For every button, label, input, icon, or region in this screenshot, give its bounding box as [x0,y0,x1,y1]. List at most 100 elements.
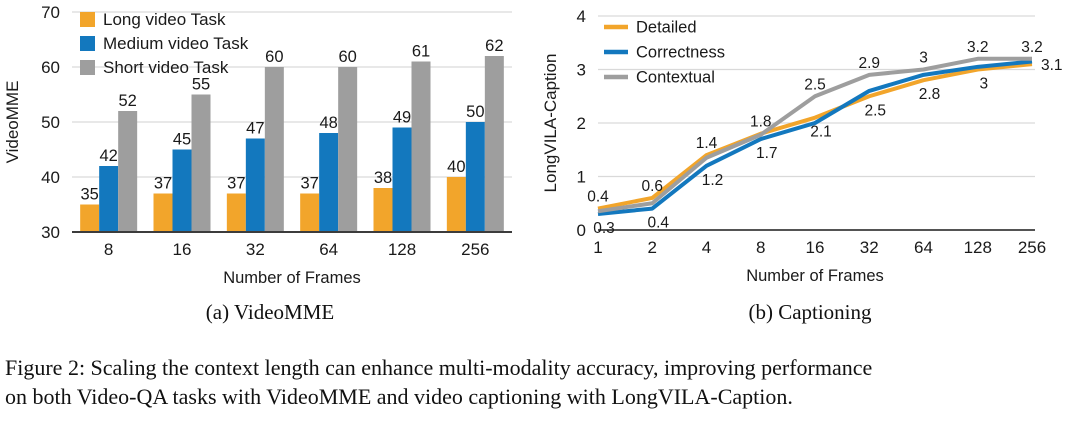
legend-label: Medium video Task [103,34,249,53]
subcaption-captioning: (b) Captioning [748,300,872,324]
bar-value-label: 61 [412,43,430,61]
y-axis-title: VideoMME [3,81,22,164]
bar-blue-32 [245,138,265,232]
bar-value-label: 38 [374,169,392,187]
bar-value-label: 37 [227,175,245,193]
x-tick-label: 64 [914,238,933,257]
bar-value-label: 48 [319,114,337,132]
point-label: 2.8 [919,86,941,103]
legend-label: Detailed [636,19,697,37]
point-label: 1.7 [756,145,778,162]
point-label: 0.4 [587,189,609,206]
point-label: 3.2 [1021,39,1043,56]
panel-captioning: 0.4 0.3 0.6 0.4 1.4 1.2 1.8 1.7 2.5 2.1 2.9 2.5 3 2.8… [540,0,1080,325]
y-tick-label: 1 [577,168,586,187]
point-label: 3 [979,76,988,93]
bar-blue-128 [392,127,412,232]
x-tick-label: 256 [461,240,489,259]
x-tick-label: 8 [104,240,113,259]
bar-value-label: 49 [393,109,411,127]
x-tick-label: 4 [702,238,711,257]
bar-value-label: 55 [192,76,210,94]
bar-value-label: 35 [80,186,98,204]
bar-orange-64 [300,193,320,232]
bar-gray-128 [411,61,431,232]
point-label: 1.4 [696,135,718,152]
x-tick-label: 2 [648,238,657,257]
figure-caption-line1: Figure 2: Scaling the context length can… [5,355,873,380]
bar-orange-256 [446,177,466,232]
bar-value-label: 60 [265,48,283,66]
point-label: 2.9 [858,55,880,72]
point-label: 3 [919,50,928,67]
bar-gray-16 [191,94,211,232]
legend-label: Contextual [636,69,715,87]
point-label: 1.2 [702,172,724,189]
videomme-bar-chart: 35 42 52 8 37 45 55 16 37 47 60 32 37 48 60 64 38 49 61 128… [3,3,512,287]
x-tick-label: 128 [964,238,992,257]
y-axis-title: LongVILA-Caption [541,54,560,193]
figure-caption-line2: on both Video-QA tasks with VideoMME and… [5,384,793,409]
y-tick-label: 4 [577,7,586,26]
x-tick-label: 16 [806,238,825,257]
bar-orange-16 [153,193,173,232]
bar-blue-64 [319,133,339,232]
bar-value-label: 42 [99,147,117,165]
bar-orange-128 [373,188,393,232]
bar-value-label: 45 [173,131,191,149]
point-label: 2.5 [804,76,826,93]
bar-blue-256 [465,122,485,232]
legend-label: Short video Task [103,58,229,77]
point-label: 0.3 [593,220,615,237]
x-tick-label: 32 [860,238,879,257]
point-label: 2.1 [810,124,832,141]
legend-swatch-gray [80,60,95,75]
point-label: 1.8 [750,114,772,131]
figure-caption: Figure 2: Scaling the context length can… [0,353,1080,411]
x-axis-title: Number of Frames [746,267,884,285]
bar-orange-8 [80,204,100,232]
y-tick-label: 2 [577,114,586,133]
point-label: 3.1 [1041,57,1063,74]
captioning-line-chart: 0.4 0.3 0.6 0.4 1.4 1.2 1.8 1.7 2.5 2.1 2.9 2.5 3 2.8… [541,7,1063,285]
x-tick-label: 16 [173,240,192,259]
y-tick-label: 40 [41,168,60,187]
point-label: 3.2 [967,39,989,56]
series-line-contextual [597,56,1032,214]
bar-value-label: 40 [447,158,465,176]
point-label: 0.4 [647,215,669,232]
y-tick-label: 60 [41,58,60,77]
x-tick-label: 8 [756,238,765,257]
bar-value-label: 62 [485,37,503,55]
y-tick-label: 0 [577,221,586,240]
y-tick-label: 3 [577,61,586,80]
y-tick-label: 70 [41,3,60,22]
bar-gray-64 [338,67,358,232]
legend-label: Correctness [636,44,725,62]
charts-row: 35 42 52 8 37 45 55 16 37 47 60 32 37 48 60 64 38 49 61 128… [0,0,1080,325]
series-line-detailed [597,62,1033,211]
bar-value-label: 60 [338,48,356,66]
bar-orange-32 [226,193,246,232]
bar-gray-256 [484,56,504,232]
x-tick-label: 64 [319,240,338,259]
bar-value-label: 52 [118,92,136,110]
x-axis-title: Number of Frames [223,269,361,287]
bar-gray-8 [118,111,138,232]
x-tick-label: 256 [1018,238,1046,257]
point-label: 0.6 [641,178,663,195]
bar-value-label: 47 [246,120,264,138]
bar-value-label: 37 [154,175,172,193]
subcaption-videomme: (a) VideoMME [205,300,335,324]
bar-value-label: 50 [466,103,484,121]
panel-videomme: 35 42 52 8 37 45 55 16 37 47 60 32 37 48 60 64 38 49 61 128… [0,0,540,325]
bar-blue-8 [99,166,119,232]
x-tick-label: 128 [388,240,416,259]
point-label: 2.5 [864,102,886,119]
bar-gray-32 [264,67,284,232]
legend-label: Long video Task [103,10,226,29]
legend-swatch-blue [80,36,95,51]
legend-swatch-orange [80,12,95,27]
bar-value-label: 37 [300,175,318,193]
